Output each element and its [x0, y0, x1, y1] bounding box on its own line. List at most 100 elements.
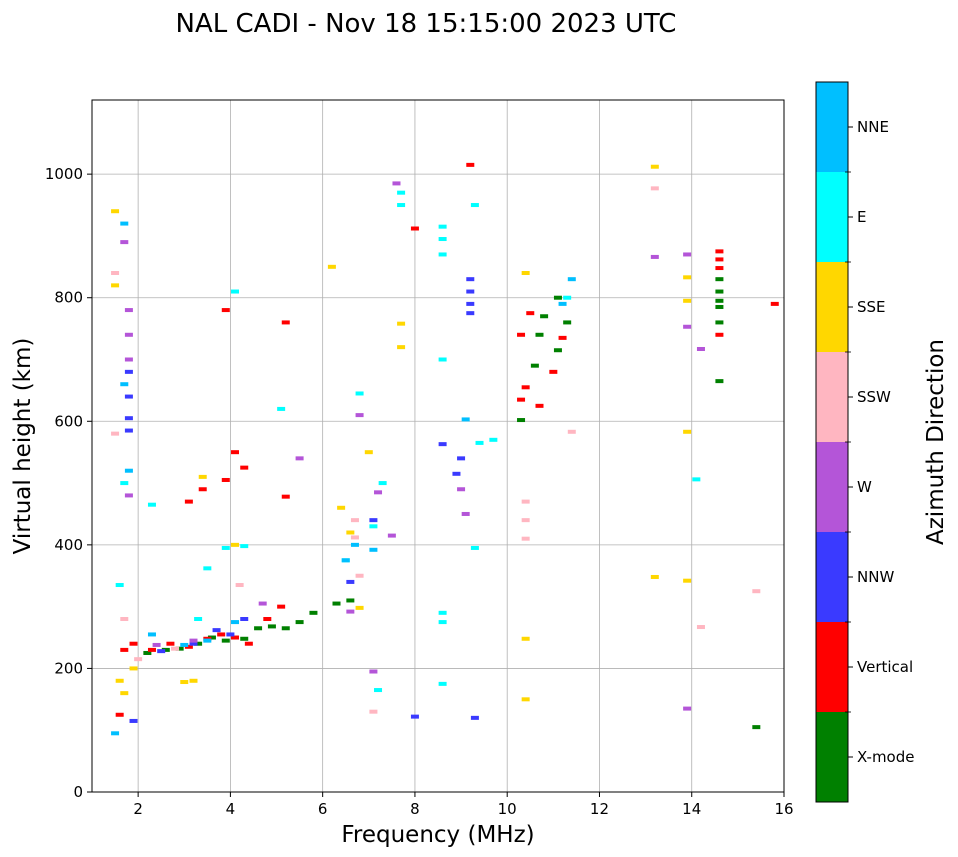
data-point-x-mode: [715, 277, 724, 282]
data-point-nne: [231, 620, 240, 625]
data-point-vertical: [549, 369, 558, 374]
data-point-vertical: [129, 641, 138, 646]
colorbar-swatch-nnw: [816, 532, 848, 622]
data-point-w: [355, 413, 364, 418]
data-point-x-mode: [540, 314, 549, 319]
data-point-e: [470, 203, 479, 208]
data-point-vertical: [147, 647, 156, 652]
data-point-vertical: [263, 617, 272, 621]
data-point-nnw: [438, 442, 447, 447]
data-point-ssw: [521, 499, 530, 504]
data-point-x-mode: [715, 289, 724, 294]
data-point-nnw: [466, 277, 475, 282]
grid-layer: [92, 100, 785, 793]
data-point-nnw: [124, 428, 133, 433]
data-point-x-mode: [535, 332, 544, 337]
data-point-sse: [189, 678, 198, 683]
colorbar-swatch-sse: [816, 262, 848, 352]
x-axis-label: Frequency (MHz): [341, 822, 534, 848]
data-point-e: [194, 617, 203, 621]
data-point-ssw: [696, 625, 705, 630]
data-point-vertical: [715, 332, 724, 337]
data-point-x-mode: [194, 641, 203, 646]
y-tick-label: 1000: [45, 165, 83, 183]
data-point-w: [258, 601, 267, 606]
data-point-ssw: [235, 583, 244, 588]
data-point-e: [438, 252, 447, 257]
colorbar-tick-label: NNE: [857, 118, 889, 136]
colorbar-frame: [815, 81, 849, 803]
data-point-x-mode: [517, 418, 526, 423]
data-point-ssw: [650, 186, 659, 191]
data-point-e: [438, 237, 447, 242]
data-point-x-mode: [332, 601, 341, 606]
data-point-e: [369, 524, 378, 529]
data-point-x-mode: [254, 626, 263, 631]
colorbar-swatch-w: [816, 442, 848, 532]
data-point-e: [115, 583, 124, 588]
data-point-vertical: [466, 162, 475, 167]
data-point-ssw: [752, 589, 761, 594]
data-point-ssw: [350, 518, 359, 523]
data-point-vertical: [115, 712, 124, 717]
data-point-x-mode: [563, 320, 572, 325]
axis-ticks: 2 4 6 8 10 12 14 16 0 200 400 600 800 1000: [45, 165, 794, 818]
data-point-w: [650, 254, 659, 259]
data-point-sse: [198, 474, 207, 479]
plot-frame: [91, 99, 785, 793]
data-point-x-mode: [530, 363, 539, 368]
data-point-x-mode: [553, 348, 562, 353]
data-point-x-mode: [295, 620, 304, 625]
data-point-nnw: [466, 311, 475, 316]
data-point-nnw: [124, 416, 133, 421]
data-point-ssw: [521, 518, 530, 523]
data-point-vertical: [277, 604, 286, 609]
data-point-nne: [120, 221, 129, 226]
data-point-vertical: [715, 266, 724, 271]
data-point-sse: [346, 530, 355, 535]
data-point-e: [277, 406, 286, 411]
data-point-x-mode: [553, 295, 562, 300]
colorbar-swatch-e: [816, 172, 848, 262]
colorbar: X-mode Vertical NNW W SSW SSE E NNE: [815, 81, 914, 803]
data-point-ssw: [111, 271, 120, 275]
data-point-x-mode: [309, 610, 318, 615]
data-point-w: [387, 533, 396, 538]
data-point-nne: [567, 277, 576, 282]
data-point-x-mode: [281, 626, 290, 631]
colorbar-tick-label: NNW: [857, 568, 894, 586]
data-point-nnw: [369, 518, 378, 523]
data-point-x-mode: [240, 636, 249, 641]
data-point-nnw: [124, 394, 133, 399]
colorbar-tick-label: X-mode: [857, 748, 914, 766]
data-point-nne: [203, 638, 212, 643]
data-point-vertical: [221, 477, 230, 482]
data-point-vertical: [517, 397, 526, 402]
data-point-sse: [337, 505, 346, 510]
data-point-x-mode: [161, 647, 170, 652]
colorbar-tick-label: W: [857, 478, 872, 496]
y-tick-label: 400: [54, 536, 83, 554]
data-point-x-mode: [346, 598, 355, 603]
data-point-ssw: [350, 535, 359, 540]
data-point-sse: [120, 691, 129, 696]
data-point-e: [489, 437, 498, 442]
data-point-nnw: [157, 649, 166, 654]
data-point-x-mode: [715, 379, 724, 384]
data-point-nnw: [466, 289, 475, 294]
x-tick-label: 16: [774, 800, 793, 818]
data-point-sse: [521, 636, 530, 641]
data-point-ssw: [521, 536, 530, 541]
data-point-vertical: [166, 641, 175, 646]
y-tick-label: 0: [73, 783, 83, 801]
data-point-vertical: [231, 450, 240, 455]
data-point-sse: [650, 574, 659, 579]
data-point-w: [457, 487, 466, 492]
data-point-sse: [111, 283, 120, 288]
data-point-nnw: [466, 301, 475, 306]
data-point-sse: [521, 271, 530, 275]
x-tick-label: 12: [590, 800, 609, 818]
data-point-e: [240, 544, 249, 549]
y-tick-label: 200: [54, 659, 83, 677]
